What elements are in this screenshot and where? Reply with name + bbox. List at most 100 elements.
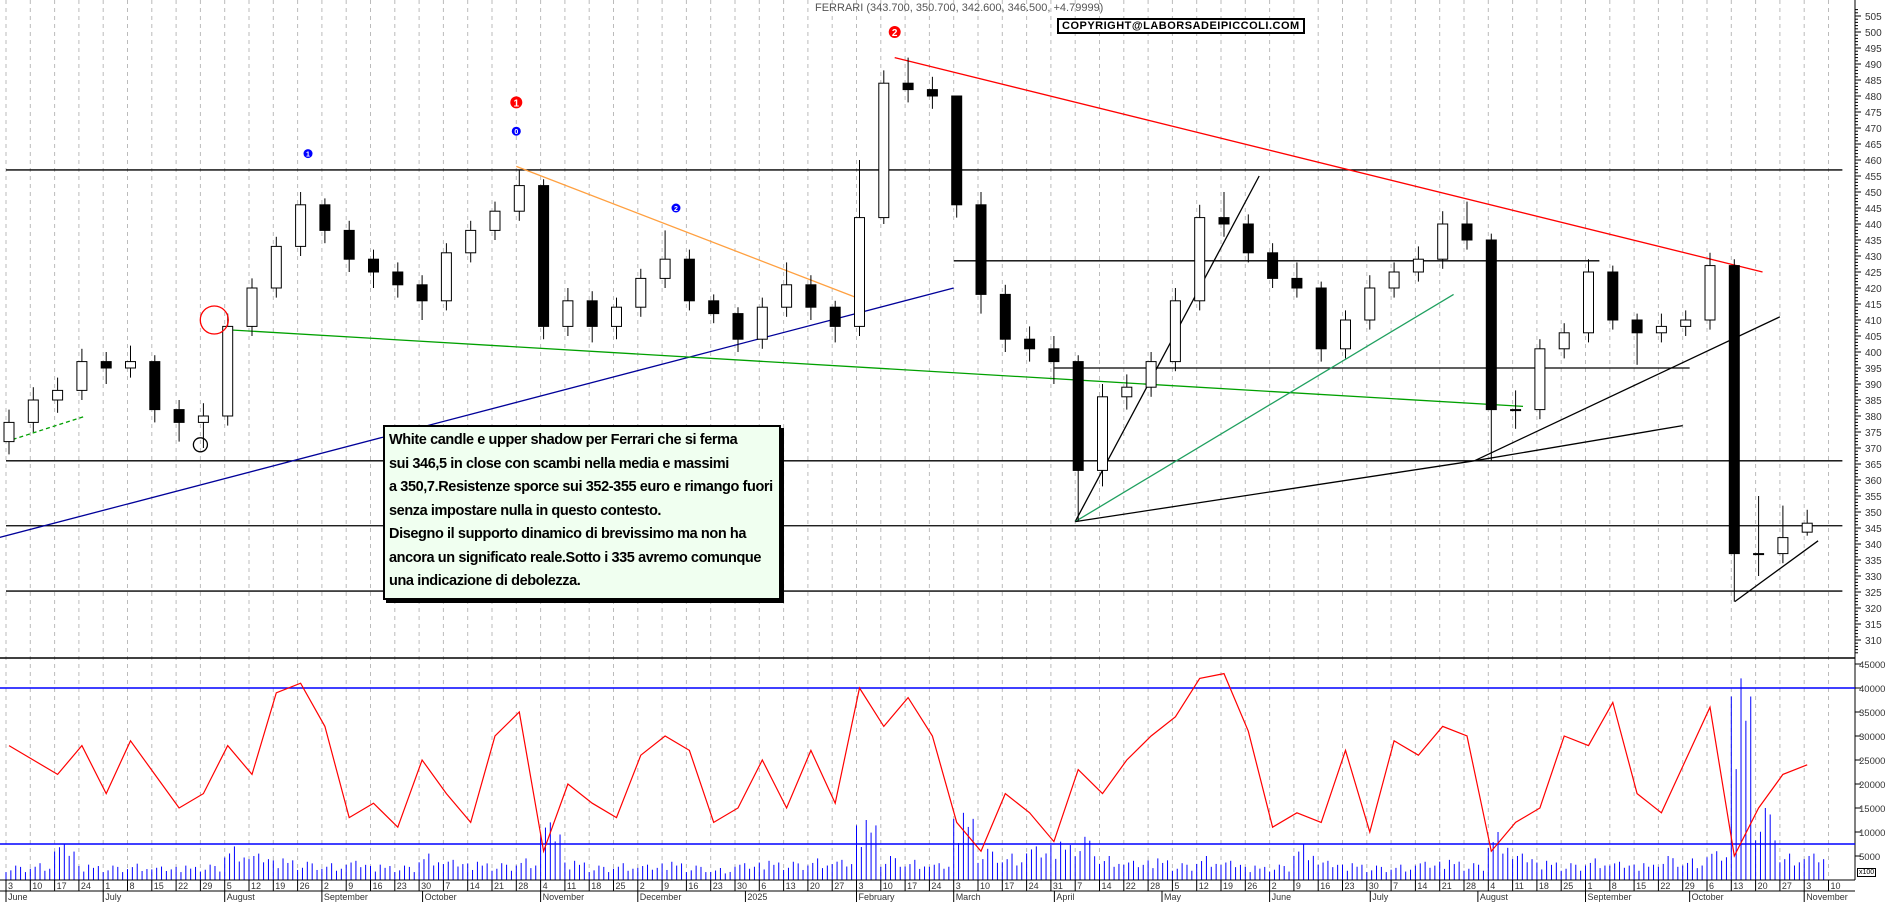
x-tick-label: 3 — [1806, 881, 1811, 891]
candle-body — [1777, 537, 1789, 555]
price-tick-label: 455 — [1865, 172, 1882, 183]
month-label: March — [956, 892, 981, 902]
x-tick-label: 18 — [1539, 881, 1549, 891]
month-label: July — [105, 892, 122, 902]
price-tick-label: 335 — [1865, 556, 1882, 567]
candle-body — [1412, 258, 1424, 273]
candle-body — [270, 245, 282, 289]
candle-body — [708, 300, 720, 315]
candle-body — [1728, 265, 1740, 555]
x-tick-label: 25 — [616, 881, 626, 891]
price-tick-label: 430 — [1865, 252, 1882, 263]
x-tick-label: 24 — [931, 881, 941, 891]
trendline — [1075, 460, 1475, 523]
price-tick-label: 480 — [1865, 92, 1882, 103]
wave-marker — [303, 149, 313, 159]
x-tick-label: 10 — [1831, 881, 1841, 891]
x-tick-label: 3 — [956, 881, 961, 891]
analysis-note: White candle e upper shadow per Ferrari … — [383, 425, 781, 600]
trendline — [0, 287, 954, 539]
price-tick-label: 380 — [1865, 412, 1882, 423]
price-tick-label: 395 — [1865, 364, 1882, 375]
month-label: June — [8, 892, 28, 902]
x-tick-label: 2 — [640, 881, 645, 891]
x-tick-label: 8 — [130, 881, 135, 891]
candle-body — [3, 421, 15, 443]
price-tick-label: 505 — [1865, 12, 1882, 23]
highlight-circle — [192, 437, 209, 453]
x-tick-label: 11 — [1515, 881, 1524, 891]
x-tick-label: 14 — [1417, 881, 1427, 891]
x-tick-label: 11 — [567, 881, 576, 891]
price-tick-label: 360 — [1865, 476, 1882, 487]
x-tick-label: 28 — [1466, 881, 1476, 891]
x-tick-label: 10 — [32, 881, 42, 891]
price-tick-label: 350 — [1865, 508, 1882, 519]
price-tick-label: 315 — [1865, 620, 1882, 631]
x-tick-label: 14 — [470, 881, 480, 891]
candle-body — [878, 82, 890, 219]
volume-tick-label: 45000 — [1859, 660, 1885, 671]
price-tick-label: 420 — [1865, 284, 1882, 295]
x-tick-label: 17 — [57, 881, 67, 891]
x-tick-label: 7 — [1393, 881, 1398, 891]
candle-body — [1753, 553, 1765, 556]
price-tick-label: 370 — [1865, 444, 1882, 455]
candle-body — [27, 399, 39, 423]
candle-body — [392, 271, 404, 286]
x-tick-label: 23 — [397, 881, 407, 891]
x-tick-label: 1 — [105, 881, 110, 891]
wave-marker-label: 0 — [514, 129, 518, 136]
x-tick-label: 18 — [591, 881, 601, 891]
x-tick-label: 27 — [834, 881, 844, 891]
price-tick-label: 390 — [1865, 380, 1882, 391]
price-tick-label: 440 — [1865, 220, 1882, 231]
candle-body — [1558, 332, 1570, 350]
month-label: October — [1692, 892, 1724, 902]
candle-body — [222, 325, 234, 417]
x-tick-label: 25 — [1563, 881, 1573, 891]
price-tick-label: 340 — [1865, 540, 1882, 551]
price-tick-label: 500 — [1865, 28, 1882, 39]
volume-tick-label: 5000 — [1859, 852, 1880, 863]
price-tick-label: 310 — [1865, 636, 1882, 647]
candle-body — [1145, 361, 1157, 388]
candle-body — [125, 361, 136, 369]
candle-body — [586, 300, 598, 327]
candle-body — [295, 204, 307, 247]
trendline — [516, 165, 857, 299]
candle-body — [659, 258, 671, 279]
price-tick-label: 355 — [1865, 492, 1882, 503]
price-tick-label: 445 — [1865, 204, 1882, 215]
candle-body — [173, 409, 185, 423]
month-label: November — [1806, 892, 1848, 902]
candle-body — [926, 89, 938, 97]
candle-body — [1291, 277, 1303, 289]
month-label: June — [1272, 892, 1292, 902]
x-tick-label: 29 — [1685, 881, 1695, 891]
trendline — [1074, 293, 1454, 523]
candle-body — [1607, 271, 1619, 321]
trendline — [224, 328, 1524, 408]
x-tick-label: 2 — [1272, 881, 1277, 891]
month-label: December — [640, 892, 682, 902]
x-tick-label: 27 — [1782, 881, 1792, 891]
x-tick-label: 13 — [786, 881, 796, 891]
candle-body — [829, 306, 841, 327]
price-tick-label: 425 — [1865, 268, 1882, 279]
x-tick-label: 24 — [1029, 881, 1039, 891]
x-tick-label: 21 — [1442, 881, 1452, 891]
candle-body — [1364, 287, 1376, 321]
candle-body — [1340, 319, 1351, 350]
wave-marker — [888, 26, 901, 38]
price-tick-label: 375 — [1865, 428, 1882, 439]
candle-body — [1510, 409, 1522, 412]
candle-body — [489, 210, 501, 231]
candle-body — [343, 229, 355, 260]
candle-body — [1631, 319, 1643, 334]
x-tick-label: 22 — [1660, 881, 1670, 891]
candle-body — [975, 204, 987, 295]
volume-tick-label: 10000 — [1859, 828, 1885, 839]
candle-body — [805, 284, 817, 308]
volume-tick-label: 20000 — [1859, 780, 1885, 791]
